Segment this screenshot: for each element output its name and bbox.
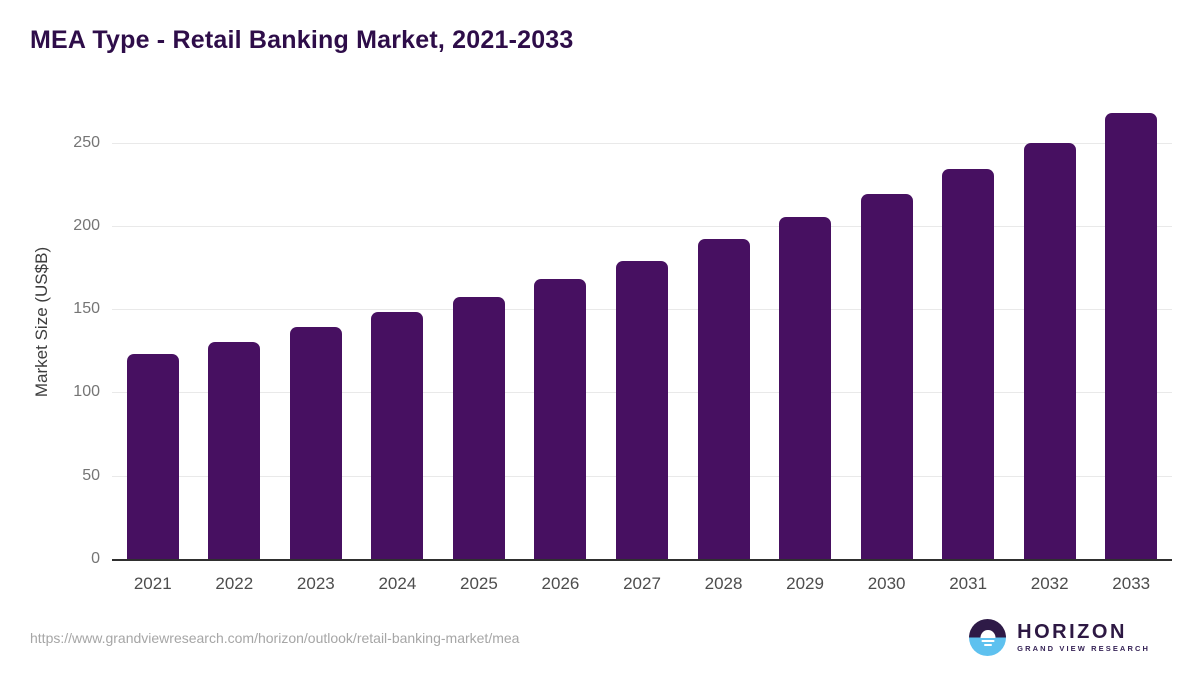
bar-2028 (697, 239, 750, 559)
x-tick-label-2024: 2024 (378, 574, 417, 593)
source-url: https://www.grandviewresearch.com/horizo… (30, 630, 520, 646)
plot-area (112, 100, 1172, 561)
y-tick-label-100: 100 (73, 383, 100, 401)
bar-2024 (371, 312, 424, 559)
x-tick-label-2023: 2023 (296, 574, 335, 593)
x-tick-label-2021: 2021 (133, 574, 172, 593)
x-tick-label-2032: 2032 (1030, 574, 1069, 593)
x-tick-label-2028: 2028 (704, 574, 743, 593)
x-tick-label-2022: 2022 (215, 574, 254, 593)
chart-title: MEA Type - Retail Banking Market, 2021-2… (30, 26, 574, 54)
bar-2030 (860, 194, 913, 559)
x-tick-label-2027: 2027 (623, 574, 661, 593)
y-axis-title: Market Size (US$B) (32, 246, 51, 398)
logo-name: HORIZON (1017, 621, 1127, 643)
logo-reflection-line (983, 644, 992, 646)
y-tick-label-0: 0 (91, 550, 100, 567)
x-tick-label-2025: 2025 (460, 574, 498, 593)
y-tick-label-150: 150 (73, 300, 100, 318)
logo-text: HORIZON GRAND VIEW RESEARCH (1017, 622, 1150, 653)
gridline-250 (112, 142, 1172, 144)
y-tick-label-50: 50 (82, 466, 100, 484)
bar-2033 (1105, 112, 1158, 559)
x-tick-label-2030: 2030 (867, 574, 906, 593)
horizon-logo: HORIZON GRAND VIEW RESEARCH (969, 619, 1150, 656)
bar-2026 (534, 279, 587, 559)
bar-2029 (779, 217, 832, 559)
bar-2027 (616, 260, 668, 559)
x-tick-label-2033: 2033 (1112, 574, 1151, 593)
logo-subtitle: GRAND VIEW RESEARCH (1017, 644, 1150, 653)
bar-2032 (1023, 142, 1076, 559)
bar-2021 (126, 354, 179, 559)
bar-2022 (208, 342, 261, 559)
bar-2031 (942, 169, 995, 559)
bar-2023 (289, 327, 342, 559)
y-tick-label-250: 250 (73, 133, 100, 151)
bar-2025 (452, 297, 505, 559)
horizon-sunrise-icon (969, 619, 1007, 656)
logo-sun-dome (980, 629, 996, 638)
y-tick-label-200: 200 (73, 216, 100, 234)
x-tick-label-2029: 2029 (786, 574, 824, 593)
logo-reflection-line (981, 640, 995, 642)
x-tick-label-2031: 2031 (949, 574, 988, 593)
gridline-200 (112, 225, 1172, 227)
x-tick-label-2026: 2026 (541, 574, 580, 593)
